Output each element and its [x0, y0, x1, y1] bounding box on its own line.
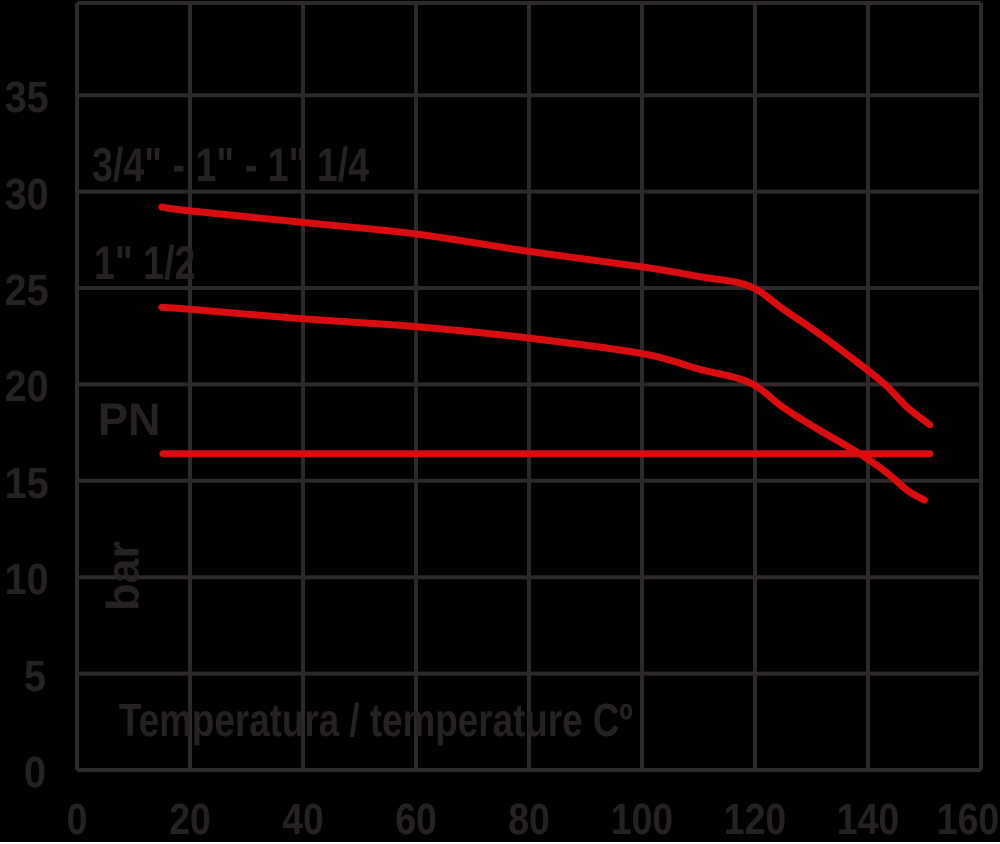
y-tick-label-0: 0: [23, 748, 46, 797]
x-tick-label-80: 80: [508, 795, 550, 844]
x-tick-label-60: 60: [395, 795, 437, 844]
y-tick-label-30: 30: [4, 169, 49, 219]
series1-size-label: 3/4" - 1" - 1" 1/4: [92, 138, 370, 191]
y-tick-label-35: 35: [4, 73, 49, 123]
y-tick-label-25: 25: [4, 266, 49, 315]
curve-3-4in-1in-1-1-4in: [158, 203, 934, 429]
curve-1-1-2in: [158, 303, 928, 504]
x-tick-label-100: 100: [610, 795, 674, 844]
x-tick-label-0: 0: [66, 795, 88, 844]
x-tick-label-160: 160: [936, 795, 1000, 844]
series2-size-label: 1" 1/2: [94, 236, 196, 289]
y-tick-label-20: 20: [4, 362, 49, 412]
y-tick-label-15: 15: [4, 458, 49, 508]
x-axis-title: Temperatura / temperature Cº: [119, 694, 633, 746]
x-tick-label-20: 20: [169, 795, 211, 844]
y-axis-unit-label: bar: [97, 540, 149, 612]
x-tick-label-120: 120: [723, 795, 787, 844]
x-tick-label-140: 140: [836, 795, 900, 844]
pn-label: PN: [98, 394, 161, 445]
x-tick-label-40: 40: [282, 795, 324, 844]
y-tick-label-5: 5: [23, 651, 46, 701]
y-tick-label-10: 10: [4, 555, 49, 605]
